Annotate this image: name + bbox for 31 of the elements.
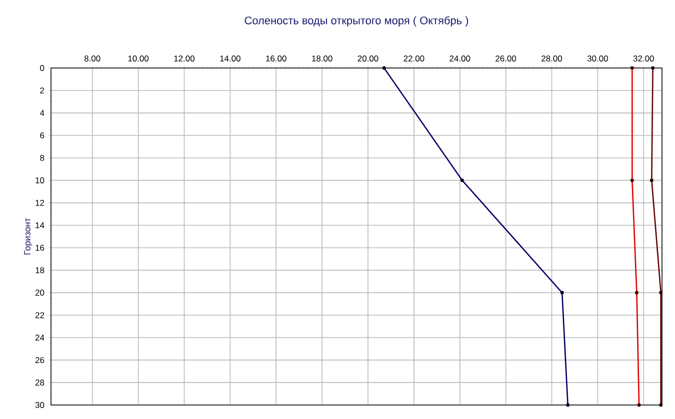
y-tick-label: 8 bbox=[40, 154, 44, 161]
y-tick-label: 10 bbox=[36, 177, 44, 184]
y-tick-label: 12 bbox=[36, 200, 44, 206]
y-tick-label: 30 bbox=[35, 402, 44, 408]
x-tick-label: 28.00 bbox=[542, 55, 562, 62]
y-tick-label: 0 bbox=[40, 65, 44, 71]
y-tick-label: 16 bbox=[36, 244, 44, 251]
x-tick-label: 18.00 bbox=[312, 55, 332, 62]
y-tick-label: 6 bbox=[40, 132, 44, 138]
x-tick-label: 22.00 bbox=[404, 55, 424, 62]
y-tick-label: 18 bbox=[36, 267, 44, 274]
y-tick-label: 28 bbox=[35, 380, 44, 386]
y-tick-label: 20 bbox=[35, 290, 44, 296]
x-tick-label: 14.00 bbox=[220, 55, 240, 62]
y-tick-label: 4 bbox=[40, 110, 44, 116]
x-tick-label: 10.00 bbox=[128, 55, 149, 62]
y-tick-label: 14 bbox=[36, 222, 44, 228]
x-tick-label: 16.00 bbox=[266, 55, 286, 62]
chart-title: Соленость воды открытого моря ( Октябрь ) bbox=[244, 16, 468, 26]
x-tick-label: 32.00 bbox=[633, 55, 654, 62]
x-tick-label: 26.00 bbox=[496, 55, 516, 62]
y-tick-label: 26 bbox=[35, 357, 44, 364]
x-tick-label: 24.00 bbox=[450, 55, 470, 62]
x-tick-label: 12.00 bbox=[174, 55, 194, 62]
y-axis-title: Горизонт bbox=[24, 218, 32, 254]
x-tick-label: 8.00 bbox=[84, 55, 100, 62]
x-tick-label: 20.00 bbox=[358, 55, 378, 62]
y-tick-label: 22 bbox=[35, 312, 44, 318]
y-tick-label: 2 bbox=[40, 88, 44, 94]
x-tick-label: 30.00 bbox=[587, 55, 608, 62]
y-tick-label: 24 bbox=[35, 334, 44, 341]
